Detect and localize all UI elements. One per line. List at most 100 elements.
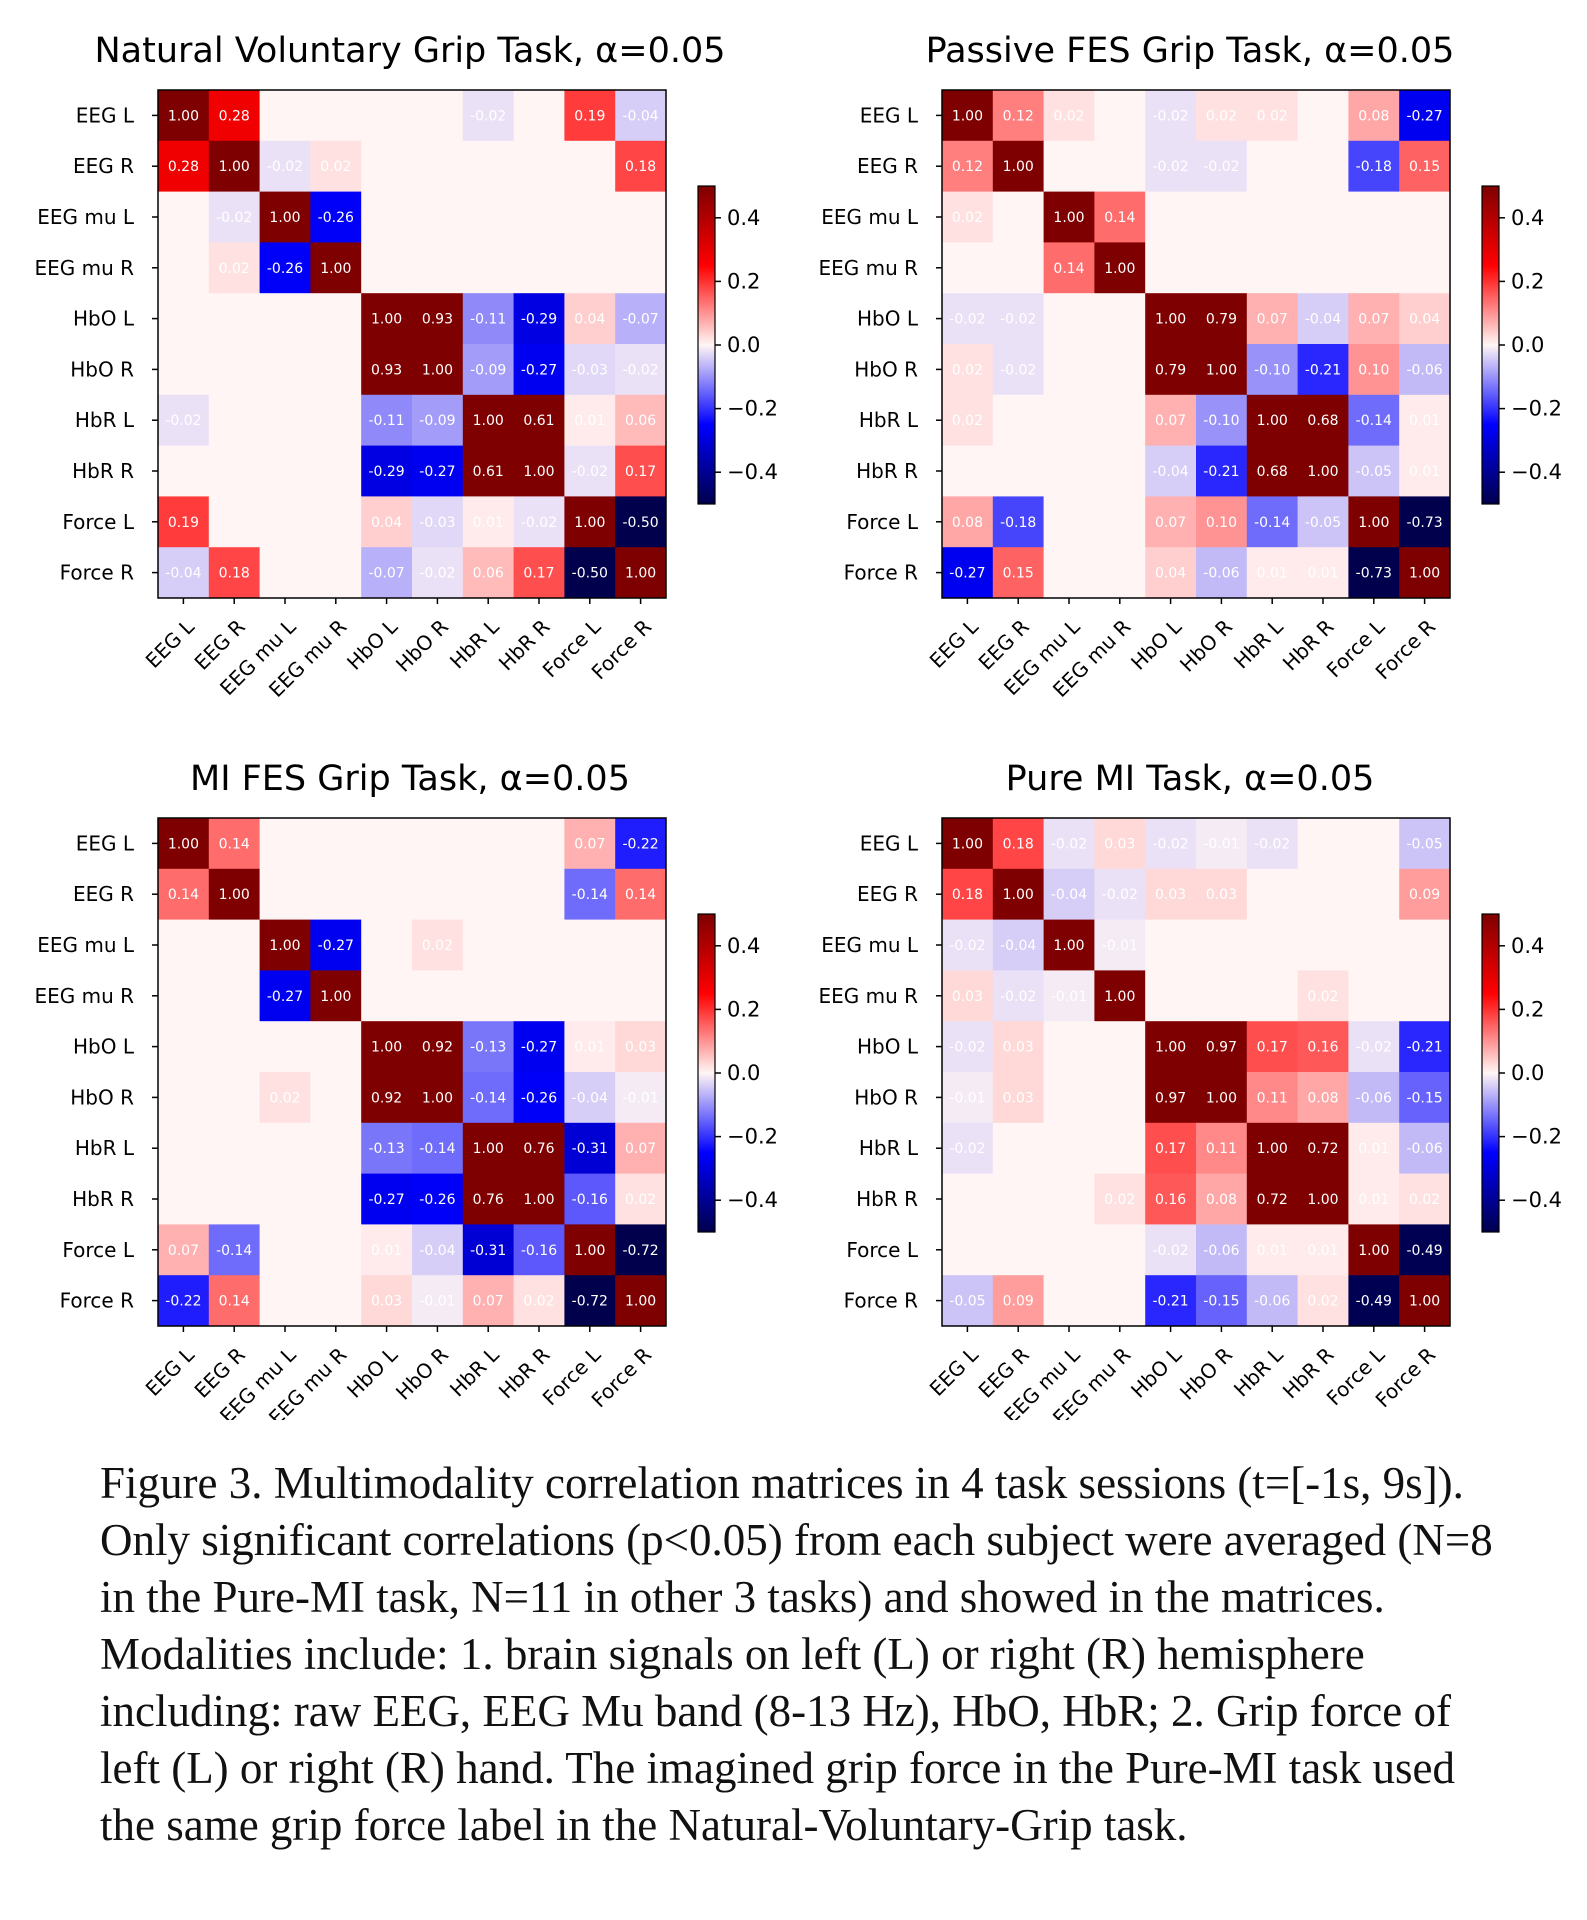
heatmap-cell bbox=[1043, 547, 1095, 599]
cell-value-label: 0.03 bbox=[371, 1294, 402, 1310]
heatmap-cell bbox=[158, 1122, 210, 1175]
heatmap-cell bbox=[1043, 242, 1095, 294]
heatmap-cell bbox=[513, 445, 565, 497]
cell-value-label: 1.00 bbox=[952, 836, 983, 852]
cell-value-label: 0.07 bbox=[1257, 312, 1288, 328]
cell-value-label: 0.07 bbox=[1155, 515, 1186, 531]
heatmap-cell bbox=[1399, 445, 1451, 497]
cell-value-label: 0.19 bbox=[168, 515, 199, 531]
y-tick-label: EEG mu L bbox=[37, 933, 135, 957]
x-tick-label: EEG L bbox=[925, 1342, 984, 1401]
heatmap-cell bbox=[1043, 1021, 1095, 1073]
heatmap-cell bbox=[1043, 344, 1095, 396]
heatmap-cell bbox=[412, 818, 464, 870]
heatmap-cell bbox=[462, 344, 515, 396]
cell-value-label: 0.03 bbox=[1155, 887, 1186, 903]
cell-value-label: 0.76 bbox=[473, 1192, 504, 1208]
heatmap-cell bbox=[1196, 868, 1248, 921]
cell-value-label: 1.00 bbox=[625, 1294, 656, 1310]
cell-value-label: 0.61 bbox=[523, 413, 554, 429]
heatmap-cell bbox=[310, 344, 362, 396]
cell-value-label: -0.14 bbox=[470, 1090, 506, 1106]
heatmap-cell bbox=[1094, 293, 1146, 345]
heatmap-cell bbox=[992, 293, 1045, 345]
heatmap-cell bbox=[1043, 818, 1095, 870]
cell-value-label: 0.07 bbox=[1155, 413, 1186, 429]
y-tick-label: HbR L bbox=[859, 408, 919, 432]
cell-value-label: 0.01 bbox=[1358, 1141, 1389, 1157]
cell-value-label: -0.02 bbox=[165, 413, 201, 429]
colorbar bbox=[697, 913, 716, 1233]
heatmap-cell bbox=[942, 191, 994, 243]
heatmap-panel-2: Passive FES Grip Task, α=0.05 1.00 0.12 0.0… bbox=[818, 31, 1562, 702]
cell-value-label: 0.76 bbox=[523, 1141, 554, 1157]
cell-value-label: 0.09 bbox=[1003, 1294, 1034, 1310]
heatmap-cell bbox=[361, 1224, 413, 1276]
cell-value-label: 0.01 bbox=[1307, 566, 1338, 582]
heatmap-cell bbox=[208, 970, 261, 1022]
heatmap-cell bbox=[361, 1021, 413, 1073]
heatmap-cell bbox=[1145, 344, 1197, 396]
heatmap-cell bbox=[942, 90, 994, 142]
cell-value-label: 1.00 bbox=[269, 210, 300, 226]
cell-value-label: -0.04 bbox=[1000, 938, 1036, 954]
heatmap-cell bbox=[513, 293, 565, 345]
heatmap-cell bbox=[310, 547, 362, 599]
heatmap-cell bbox=[361, 445, 413, 497]
colorbar-tick-label: −0.2 bbox=[1511, 1125, 1562, 1149]
cell-value-label: -0.29 bbox=[368, 464, 404, 480]
cell-value-label: 0.02 bbox=[1307, 1294, 1338, 1310]
heatmap-cell bbox=[615, 496, 667, 548]
heatmap-cell bbox=[564, 1122, 616, 1175]
heatmap-cell bbox=[158, 344, 210, 396]
heatmap-cell bbox=[412, 919, 464, 971]
heatmap-cell bbox=[1399, 1122, 1451, 1175]
heatmap-cell bbox=[462, 140, 515, 193]
colorbar bbox=[1481, 913, 1500, 1233]
y-tick-label: HbR R bbox=[72, 459, 134, 483]
heatmap-cell bbox=[1145, 818, 1197, 870]
heatmap-cell bbox=[310, 293, 362, 345]
heatmap-cell bbox=[208, 344, 261, 396]
heatmap-cell bbox=[1043, 496, 1095, 548]
heatmap-cell bbox=[1145, 293, 1197, 345]
heatmap-cell bbox=[564, 496, 616, 548]
heatmap-cell bbox=[942, 293, 994, 345]
heatmap-cell bbox=[992, 919, 1045, 971]
cell-value-label: 0.02 bbox=[952, 362, 983, 378]
heatmap-cell bbox=[615, 818, 667, 870]
heatmap-cell bbox=[1348, 1224, 1400, 1276]
colorbar-tick-label: −0.4 bbox=[1511, 460, 1562, 484]
heatmap-cell bbox=[1196, 344, 1248, 396]
cell-value-label: 0.03 bbox=[625, 1040, 656, 1056]
heatmap-cell bbox=[615, 344, 667, 396]
chart-title: Passive FES Grip Task, α=0.05 bbox=[926, 31, 1455, 71]
cell-value-label: -0.27 bbox=[318, 938, 354, 954]
cell-value-label: 0.07 bbox=[473, 1294, 504, 1310]
cell-value-label: 1.00 bbox=[1409, 566, 1440, 582]
heatmap-cell bbox=[1399, 1173, 1451, 1225]
cell-value-label: -0.31 bbox=[572, 1141, 608, 1157]
heatmap-cell bbox=[1348, 90, 1400, 142]
cell-value-label: 0.01 bbox=[574, 1040, 605, 1056]
heatmap-cell bbox=[1043, 919, 1095, 971]
heatmap-cell bbox=[1297, 293, 1349, 345]
heatmap-cell bbox=[564, 818, 616, 870]
heatmap-cell bbox=[158, 140, 210, 193]
cell-value-label: -0.01 bbox=[1203, 836, 1239, 852]
cell-value-label: 0.07 bbox=[574, 836, 605, 852]
cell-value-label: 1.00 bbox=[1358, 515, 1389, 531]
heatmap-cell bbox=[513, 140, 565, 193]
heatmap-cell bbox=[1348, 445, 1400, 497]
heatmap-cell bbox=[259, 90, 311, 142]
heatmap-cell bbox=[208, 919, 261, 971]
cell-value-label: -0.04 bbox=[572, 1090, 608, 1106]
cell-value-label: -0.13 bbox=[368, 1141, 404, 1157]
y-tick-label: HbO L bbox=[857, 1035, 919, 1059]
heatmap-cell bbox=[412, 140, 464, 193]
y-tick-label: Force R bbox=[60, 1289, 134, 1313]
heatmap-cell bbox=[942, 1275, 994, 1327]
cell-value-label: -0.05 bbox=[1406, 836, 1442, 852]
cell-value-label: 1.00 bbox=[574, 1243, 605, 1259]
heatmap-cell bbox=[615, 445, 667, 497]
